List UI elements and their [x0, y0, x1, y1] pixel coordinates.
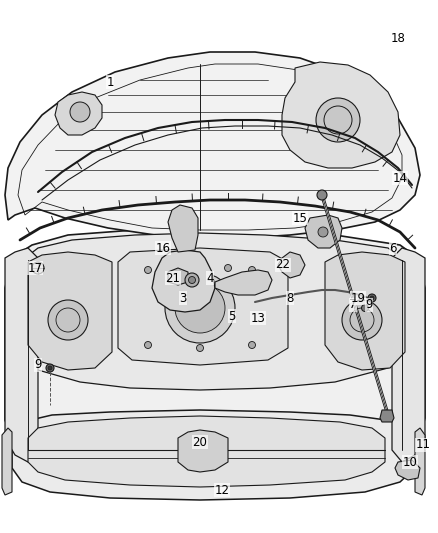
Text: 3: 3 [179, 292, 187, 304]
Circle shape [46, 364, 54, 372]
Polygon shape [392, 248, 425, 462]
Polygon shape [28, 252, 112, 370]
Polygon shape [118, 248, 288, 365]
Text: 21: 21 [166, 271, 180, 285]
Text: 16: 16 [155, 241, 170, 254]
Polygon shape [55, 92, 102, 135]
Circle shape [225, 264, 232, 271]
Text: 14: 14 [392, 172, 407, 184]
Circle shape [145, 266, 152, 273]
Text: 19: 19 [350, 292, 365, 304]
Circle shape [48, 366, 52, 370]
Polygon shape [325, 252, 405, 370]
Polygon shape [5, 228, 425, 478]
Text: 11: 11 [416, 439, 431, 451]
Text: 17: 17 [28, 262, 42, 274]
Circle shape [342, 300, 382, 340]
Text: 15: 15 [293, 212, 307, 224]
Circle shape [70, 102, 90, 122]
Polygon shape [28, 416, 385, 487]
Text: 20: 20 [193, 435, 208, 448]
Polygon shape [2, 428, 12, 495]
Circle shape [248, 342, 255, 349]
Polygon shape [380, 410, 394, 422]
Polygon shape [415, 428, 425, 495]
Polygon shape [168, 205, 198, 252]
Text: 18: 18 [391, 31, 406, 44]
Polygon shape [282, 62, 400, 168]
Text: 22: 22 [276, 259, 290, 271]
Circle shape [317, 190, 327, 200]
Circle shape [188, 277, 195, 284]
Text: 9: 9 [365, 298, 373, 311]
Polygon shape [305, 215, 342, 248]
Text: 6: 6 [389, 241, 397, 254]
Circle shape [316, 98, 360, 142]
Circle shape [248, 266, 255, 273]
Text: 13: 13 [251, 311, 265, 325]
Circle shape [175, 283, 225, 333]
Text: 10: 10 [403, 456, 417, 469]
Circle shape [145, 342, 152, 349]
Polygon shape [215, 270, 272, 295]
Circle shape [197, 344, 204, 351]
Circle shape [32, 262, 44, 274]
Circle shape [370, 296, 374, 300]
Circle shape [318, 227, 328, 237]
Text: 1: 1 [106, 76, 114, 88]
Polygon shape [278, 252, 305, 278]
Polygon shape [395, 460, 420, 480]
Polygon shape [168, 268, 188, 285]
Text: 5: 5 [228, 310, 236, 322]
Text: 4: 4 [206, 271, 214, 285]
Circle shape [368, 294, 376, 302]
Circle shape [165, 273, 235, 343]
Polygon shape [25, 233, 402, 390]
Text: 7: 7 [349, 298, 357, 311]
Polygon shape [5, 248, 38, 462]
Polygon shape [178, 430, 228, 472]
Polygon shape [152, 250, 215, 312]
Circle shape [169, 264, 176, 271]
Text: 8: 8 [286, 292, 294, 304]
Polygon shape [12, 410, 415, 500]
Circle shape [185, 273, 199, 287]
Text: 9: 9 [34, 359, 42, 372]
Text: 12: 12 [215, 483, 230, 497]
Circle shape [361, 304, 368, 311]
Polygon shape [5, 52, 420, 238]
Circle shape [48, 300, 88, 340]
